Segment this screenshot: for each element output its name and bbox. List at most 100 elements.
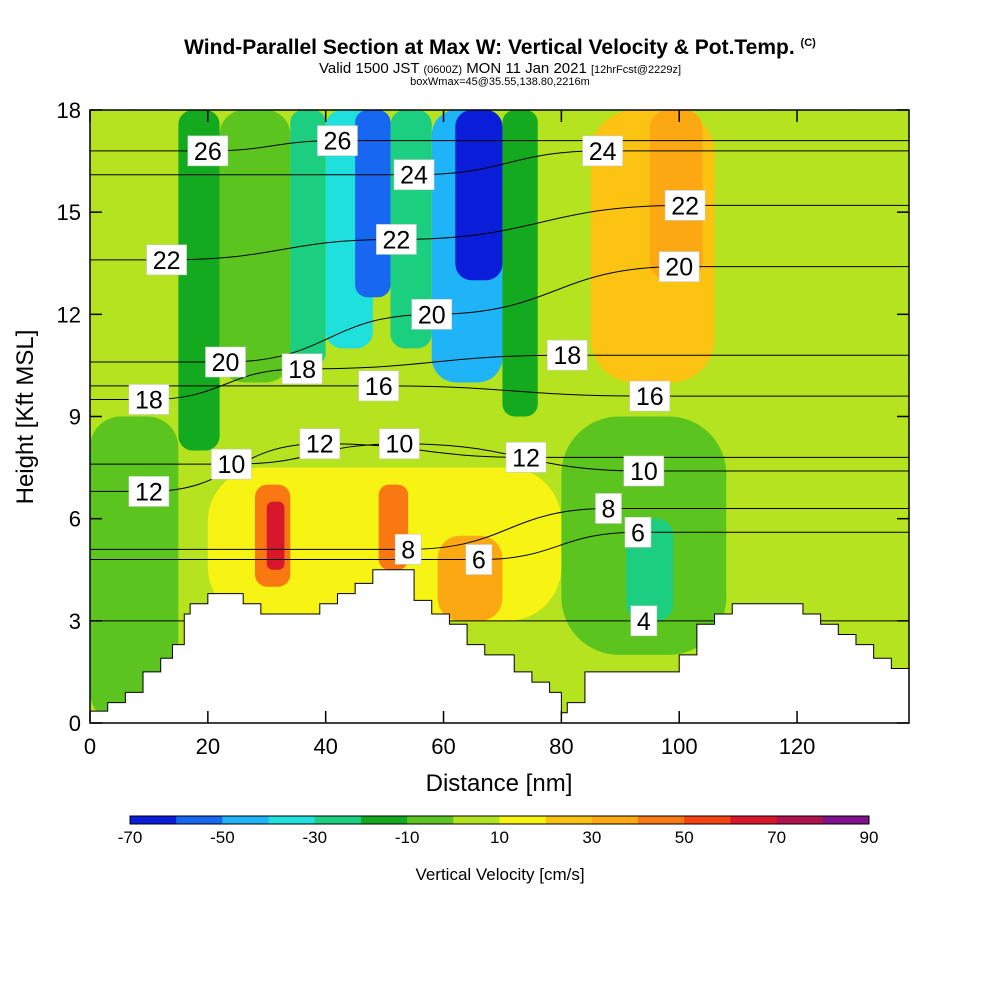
velocity-region [502, 110, 538, 417]
colorbar-swatch [822, 816, 870, 824]
contour-label-box [211, 448, 252, 480]
colorbar-swatch [545, 816, 593, 824]
y-axis: 0 3 6 9 12 15 18 [57, 98, 909, 736]
colorbar-swatch [684, 816, 731, 824]
contour-label-text: 24 [400, 162, 428, 190]
x-axis: 0 20 40 60 80 100 120 [84, 110, 815, 759]
contour-label: 26 [317, 125, 358, 156]
valid-prefix: Valid 1500 JST [318, 60, 420, 77]
contour-label-box [394, 534, 422, 565]
y-tick-label: 3 [69, 609, 81, 634]
x-tick-label: 60 [431, 734, 455, 759]
contour-label-text: 6 [631, 519, 645, 547]
colorbar-label: 70 [767, 828, 786, 847]
contour-label-box [281, 353, 323, 385]
contour-label-text: 6 [472, 547, 486, 575]
contour-label: 12 [299, 428, 341, 460]
x-tick-label: 20 [196, 734, 220, 759]
contour-label: 8 [595, 493, 622, 524]
colorbar-title: Vertical Velocity [cm/s] [415, 865, 584, 884]
contour-label-text: 20 [665, 254, 693, 282]
contour-label-box [379, 428, 420, 460]
contour-label-box [376, 224, 417, 255]
colorbar-label: 30 [582, 828, 601, 847]
contour-label-box [205, 346, 246, 378]
velocity-region [290, 110, 326, 366]
contour-label-box [630, 605, 658, 637]
contour-label-box [595, 493, 622, 524]
valid-utc: (0600Z) [423, 64, 463, 76]
contour-label-box [411, 299, 453, 330]
velocity-region [219, 110, 291, 383]
colorbar-label: 90 [860, 828, 879, 847]
colorbar-swatch [222, 816, 270, 824]
colorbar-swatch [453, 816, 500, 824]
isentrope-24 [90, 150, 909, 176]
contour-label-box [128, 476, 170, 507]
colorbar-label: -50 [210, 828, 235, 847]
contour-label-text: 10 [218, 451, 246, 479]
contour-label-text: 18 [553, 342, 581, 370]
contour-label: 10 [211, 448, 252, 480]
colorbar-swatch [130, 816, 177, 824]
contour-label-text: 12 [135, 478, 163, 506]
contour-label: 16 [629, 380, 671, 412]
contour-label: 4 [630, 605, 658, 637]
colorbar-label: 10 [490, 828, 509, 847]
contour-label-box [393, 159, 435, 191]
contour-label-text: 10 [385, 431, 413, 459]
y-tick-label: 18 [57, 98, 81, 123]
contour-label: 10 [623, 455, 665, 487]
contour-label-box [146, 244, 187, 276]
box-info: boxWmax=45@35.55,138.80,2216m [410, 76, 590, 88]
contour-label: 20 [411, 299, 453, 330]
contour-label: 22 [146, 244, 187, 276]
x-tick-label: 80 [549, 734, 573, 759]
contour-label: 18 [546, 339, 588, 371]
y-axis-title: Height [Kft MSL] [12, 330, 39, 505]
contour-label: 18 [128, 384, 170, 415]
x-tick-label: 0 [84, 734, 96, 759]
colorbar-swatch [407, 816, 454, 824]
velocity-region [266, 501, 285, 570]
contour-label-box [658, 251, 700, 282]
colorbar-swatch [268, 816, 316, 824]
contour-label: 22 [376, 224, 417, 255]
colorbar-label: -10 [395, 828, 420, 847]
contour-label-box [624, 516, 652, 548]
contour-label-box [128, 384, 170, 415]
terrain [90, 569, 909, 723]
contour-label-box [546, 339, 588, 371]
contour-label: 6 [624, 516, 652, 548]
isentrope-8 [90, 507, 909, 550]
contour-label-box [317, 125, 358, 156]
contour-label-box [299, 428, 341, 460]
contour-label-text: 20 [418, 301, 446, 329]
contour-label: 6 [465, 544, 493, 575]
velocity-region [714, 110, 909, 417]
colorbar-label: -30 [302, 828, 327, 847]
contour-label-box [358, 370, 400, 402]
colorbar-swatch [776, 816, 824, 824]
contour-label-text: 12 [306, 431, 334, 459]
colorbar-swatch [314, 816, 362, 824]
contour-label-text: 26 [194, 138, 222, 166]
x-tick-label: 100 [661, 734, 698, 759]
contour-label-box [629, 380, 671, 412]
contour-label: 26 [187, 135, 229, 167]
colorbar-swatch [176, 816, 223, 824]
contour-label-box [465, 544, 493, 575]
contour-label-text: 22 [671, 192, 699, 220]
title-text: Wind-Parallel Section at Max W: Vertical… [184, 36, 795, 59]
contour-label-text: 16 [365, 373, 393, 401]
contour-label-text: 18 [288, 356, 316, 384]
isentrope-16 [90, 385, 909, 397]
copyright-mark: (C) [800, 37, 816, 49]
velocity-region [537, 110, 591, 417]
colorbar-frame [129, 815, 870, 825]
y-tick-label: 12 [57, 302, 81, 327]
y-tick-label: 15 [57, 200, 81, 225]
forecast-info: [12hrFcst@2229z] [590, 64, 682, 76]
